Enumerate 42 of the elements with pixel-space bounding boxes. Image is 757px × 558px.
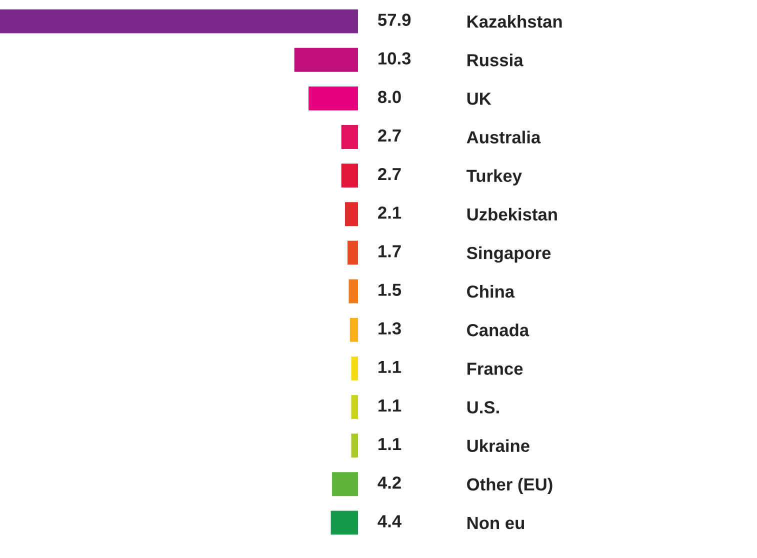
data-label: 4.2 (378, 476, 401, 489)
bar (345, 202, 358, 226)
y-tick-label: Kazakhstan (467, 14, 562, 28)
data-label: 1.1 (378, 438, 402, 450)
data-label: 1.3 (378, 322, 401, 335)
data-label: 4.4 (378, 515, 402, 528)
y-tick-label: Russia (467, 54, 524, 66)
bar (332, 472, 358, 496)
bar (348, 279, 358, 304)
bar (351, 395, 358, 419)
data-label: 8.0 (378, 90, 401, 104)
bar (0, 9, 358, 34)
bar (341, 164, 358, 188)
y-tick-label: France (467, 362, 523, 375)
y-tick-label: Turkey (466, 169, 522, 186)
data-label: 2.1 (378, 206, 402, 219)
y-tick-label: Other (EU) (467, 478, 552, 494)
data-label: 2.7 (378, 168, 401, 180)
data-label: 1.5 (378, 284, 402, 296)
bar (351, 434, 358, 458)
y-tick-label: Non eu (467, 517, 524, 530)
data-label: 10.3 (378, 52, 411, 65)
y-tick-label: China (467, 284, 515, 298)
y-tick-label: Ukraine (467, 439, 530, 452)
y-tick-label: Singapore (466, 246, 551, 263)
y-tick-label: Canada (467, 324, 530, 336)
data-label: 1.1 (378, 400, 402, 412)
bar (330, 510, 358, 535)
y-tick-label: UK (467, 92, 492, 105)
bar (350, 318, 358, 342)
data-label: 2.7 (378, 129, 401, 142)
bar (308, 86, 358, 110)
data-label: 1.1 (378, 360, 402, 373)
bar (347, 240, 358, 265)
data-label: 1.7 (378, 245, 401, 258)
data-label: 57.9 (378, 14, 411, 26)
bar (341, 125, 358, 149)
y-tick-label: Uzbekistan (467, 208, 557, 221)
bar (294, 48, 358, 72)
y-tick-label: Australia (466, 130, 541, 144)
bar (351, 356, 358, 380)
y-tick-label: U.S. (467, 401, 499, 414)
